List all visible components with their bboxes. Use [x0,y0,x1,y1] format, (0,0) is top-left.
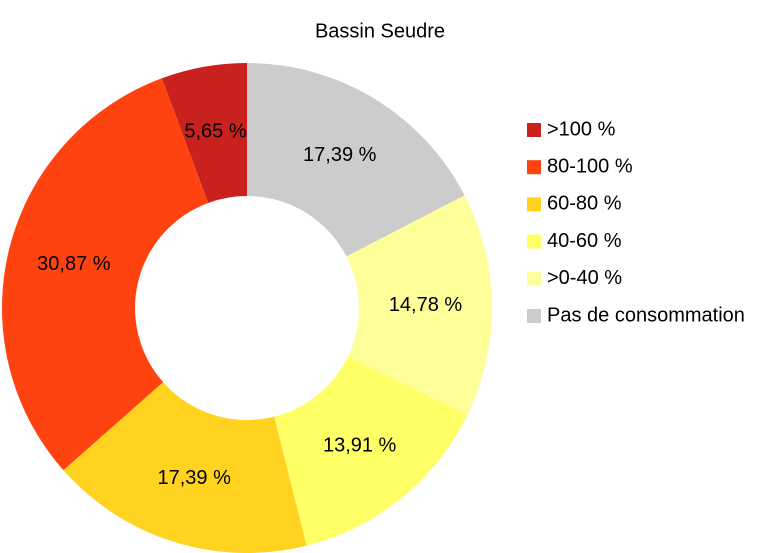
data-label: 14,78 % [389,294,463,316]
legend-swatch [527,309,541,323]
legend-label: >100 % [547,118,616,140]
donut-slice [346,195,492,415]
legend-label: 80-100 % [547,155,633,177]
data-label: 17,39 % [303,144,377,166]
legend-swatch [527,234,541,249]
data-label: 17,39 % [157,467,231,489]
donut-slice [161,63,247,203]
legend-label: 60-80 % [547,193,622,215]
legend-swatch [527,123,541,137]
donut-slice [2,78,209,471]
legend-label: Pas de consommation [547,304,745,326]
donut-slice [274,356,468,546]
chart-title: Bassin Seudre [315,20,445,42]
donut-slice [63,382,307,553]
data-label: 13,91 % [323,435,397,457]
legend-label: 40-60 % [547,230,622,252]
data-label: 30,87 % [37,253,111,275]
legend-swatch [527,160,541,175]
legend-swatch [527,271,541,286]
donut-slice [247,63,465,257]
legend-label: >0-40 % [547,267,622,289]
legend-swatch [527,197,541,212]
data-label: 5,65 % [184,121,246,143]
